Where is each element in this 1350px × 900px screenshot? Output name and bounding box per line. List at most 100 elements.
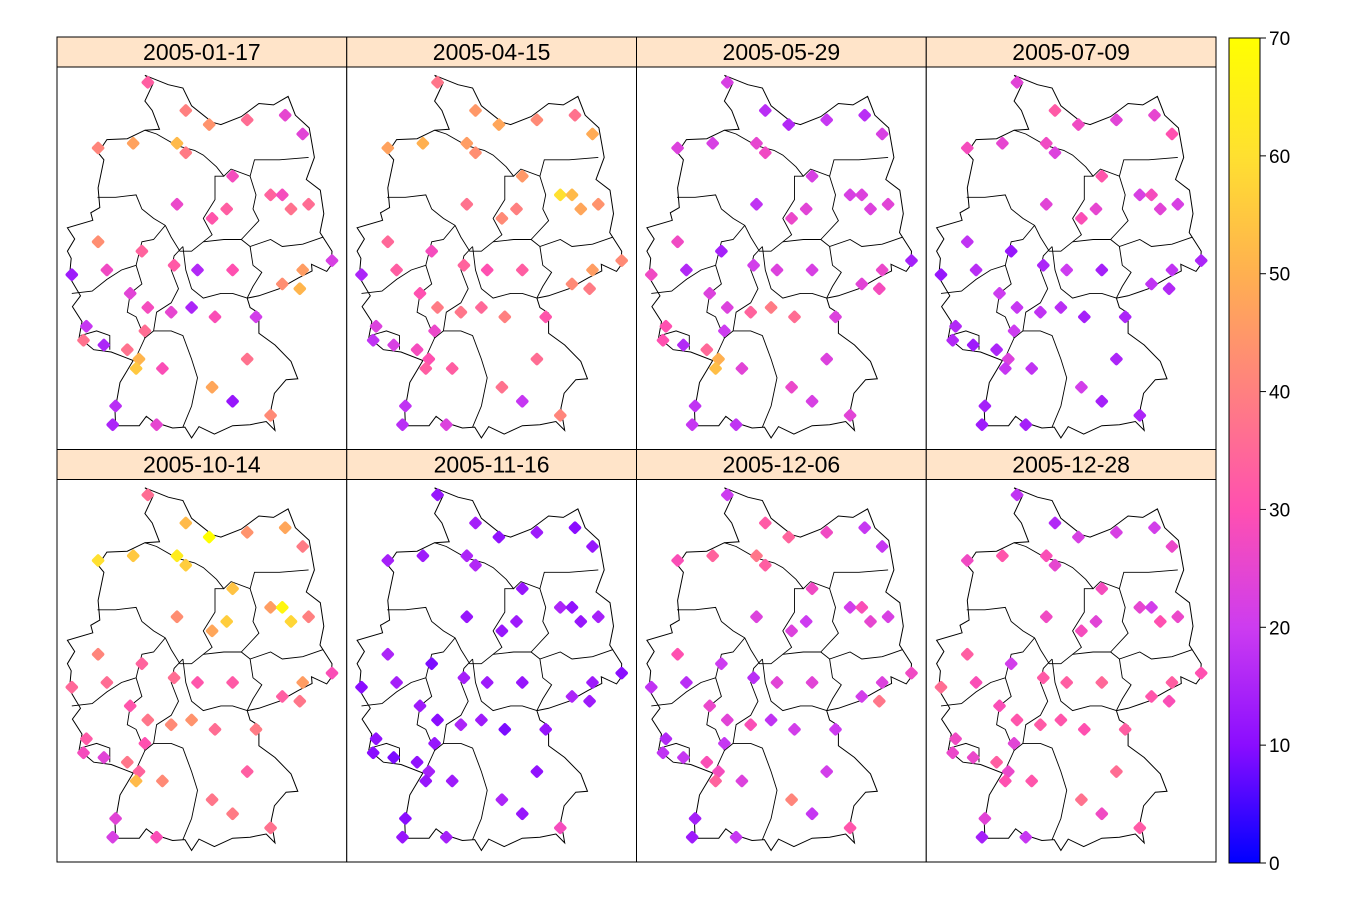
station-point: [167, 671, 181, 685]
panel-map-area: [636, 66, 927, 450]
state-border: [1013, 658, 1053, 751]
station-point: [864, 615, 877, 628]
station-point: [381, 235, 395, 249]
station-point: [1019, 418, 1033, 431]
station-point: [881, 610, 895, 624]
state-border: [246, 658, 263, 711]
station-point: [422, 352, 436, 366]
station-point: [565, 690, 579, 703]
station-point: [934, 680, 948, 694]
state-border: [153, 330, 198, 428]
panel-map-area: [346, 479, 637, 863]
station-point: [91, 648, 105, 661]
station-point: [141, 76, 155, 89]
station-point: [586, 263, 599, 277]
station-point: [993, 699, 1006, 713]
station-point: [530, 765, 544, 778]
station-point: [785, 212, 798, 225]
station-point: [396, 830, 409, 844]
station-point: [428, 324, 441, 338]
station-point: [688, 812, 702, 825]
station-point: [185, 301, 198, 314]
station-point: [516, 263, 529, 277]
station-point: [805, 395, 819, 408]
state-border: [651, 225, 746, 294]
station-point: [586, 127, 599, 141]
station-point: [703, 699, 716, 713]
station-point: [202, 118, 216, 131]
station-point: [843, 601, 857, 614]
state-border: [782, 649, 903, 660]
state-border: [677, 175, 804, 252]
station-point: [366, 746, 380, 760]
station-point: [1007, 737, 1021, 750]
station-point: [961, 235, 974, 249]
station-point: [700, 343, 714, 356]
station-point: [864, 202, 877, 216]
panel-strip: [346, 449, 637, 480]
panel-8: 2005-12-28: [925, 449, 1217, 863]
station-point: [1165, 540, 1179, 553]
station-point: [1110, 526, 1123, 539]
station-point: [226, 395, 239, 408]
station-point: [586, 676, 599, 689]
station-point: [996, 549, 1009, 563]
station-point: [680, 676, 693, 689]
state-border: [246, 246, 263, 299]
station-point: [469, 558, 482, 572]
panel-4: 2005-07-09: [925, 36, 1217, 450]
station-point: [445, 774, 459, 788]
station-point: [1145, 601, 1158, 614]
country-outline: [356, 487, 623, 852]
colorbar-tick-label: 10: [1269, 736, 1290, 757]
station-point: [132, 765, 146, 778]
station-point: [1040, 137, 1053, 150]
state-border: [472, 658, 538, 712]
station-point: [858, 108, 871, 122]
state-border: [434, 658, 473, 751]
panel-strip: [636, 36, 927, 68]
station-point: [782, 118, 795, 131]
station-point: [141, 713, 155, 727]
station-point: [1025, 362, 1038, 375]
station-point: [969, 676, 983, 689]
state-border: [97, 175, 224, 252]
station-point: [1010, 713, 1024, 727]
state-border: [724, 658, 763, 751]
station-point: [226, 263, 239, 277]
station-point: [121, 343, 134, 356]
station-point: [1154, 615, 1167, 628]
station-point: [530, 352, 544, 366]
station-point: [1048, 104, 1062, 117]
map-panels: 2005-01-17 2005-04-15 2005-05-29 2005-07-09…: [56, 36, 1217, 863]
station-point: [240, 765, 254, 778]
station-point: [475, 301, 488, 314]
station-point: [785, 793, 798, 806]
colorbar-tick-label: 0: [1269, 854, 1280, 875]
station-point: [1095, 263, 1109, 277]
station-point: [961, 554, 974, 567]
station-point: [220, 202, 233, 216]
station-point: [759, 104, 772, 117]
station-point: [1148, 521, 1161, 534]
station-point: [226, 807, 239, 821]
station-point: [565, 277, 579, 291]
station-point: [1010, 76, 1024, 89]
station-point: [293, 694, 307, 708]
station-point: [975, 830, 989, 844]
station-point: [706, 549, 719, 563]
state-border: [203, 649, 324, 660]
station-point: [799, 202, 813, 216]
station-point: [170, 198, 184, 211]
station-point: [431, 76, 444, 89]
station-point: [1078, 310, 1091, 324]
station-point: [156, 362, 169, 375]
station-point: [440, 418, 453, 431]
state-border: [826, 246, 842, 299]
station-point: [1148, 108, 1161, 122]
station-point: [671, 554, 684, 567]
station-point: [805, 263, 819, 277]
station-point: [993, 287, 1006, 300]
station-point: [91, 554, 105, 567]
station-point: [276, 277, 289, 291]
